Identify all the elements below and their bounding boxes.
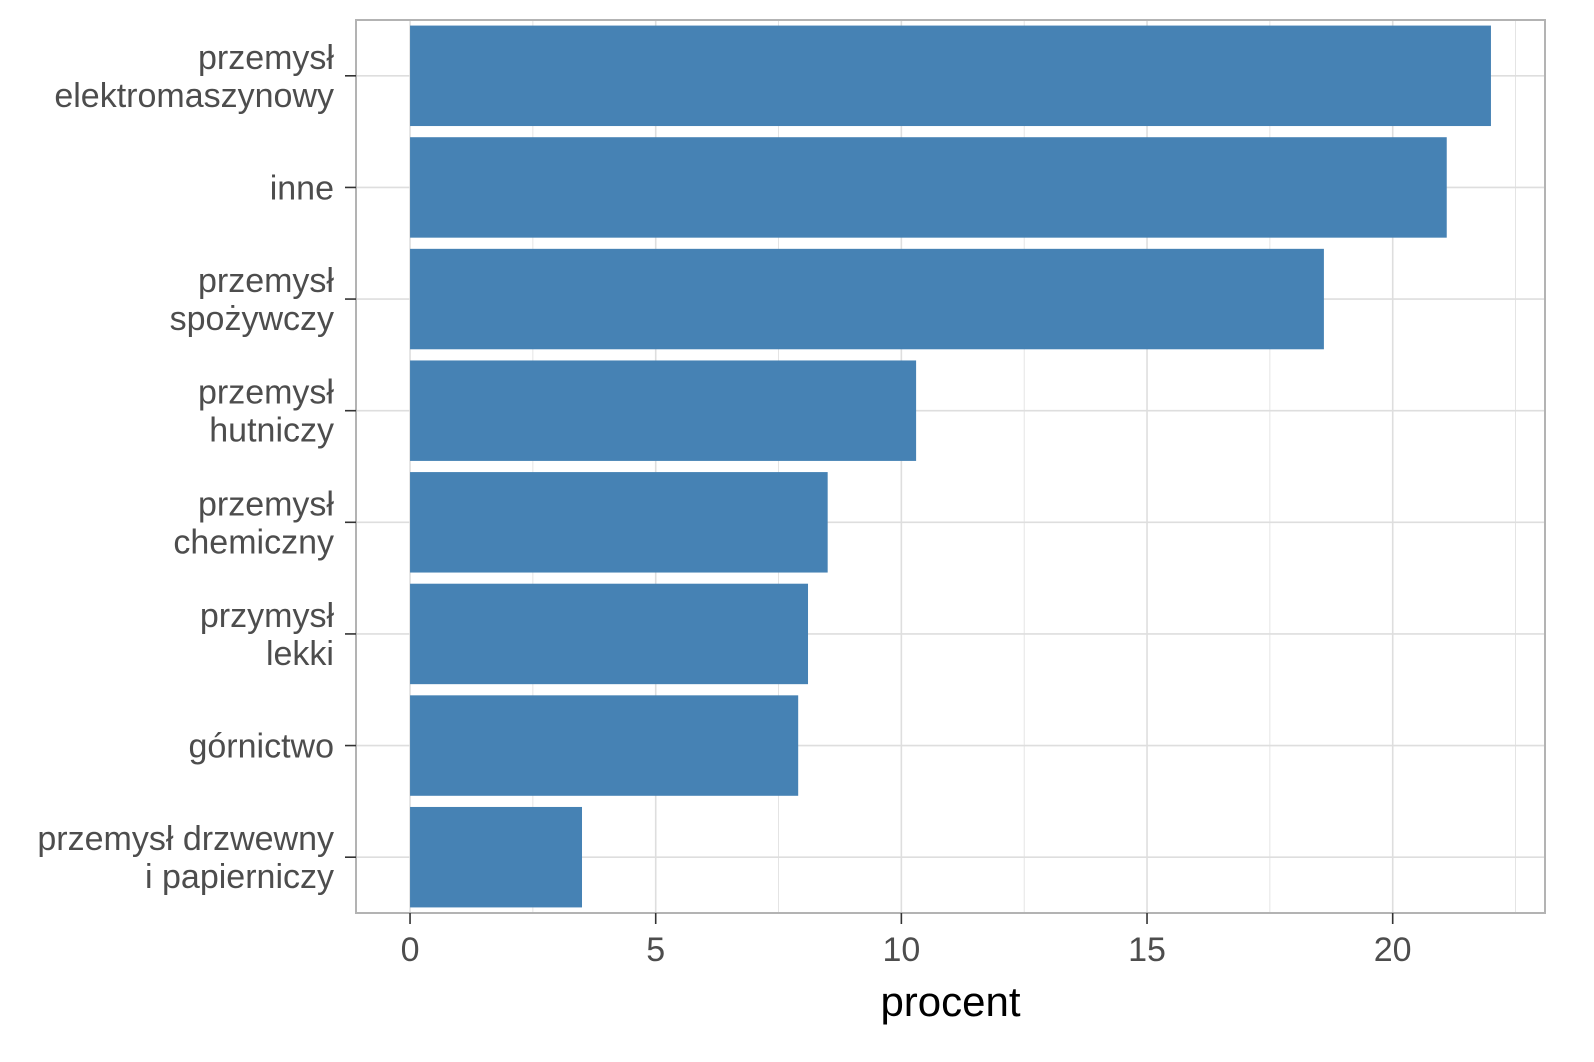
- bars: [410, 25, 1491, 908]
- category-label-line: elektromaszynowy: [54, 77, 334, 115]
- bar: [410, 25, 1491, 127]
- bar: [410, 137, 1447, 238]
- bar: [410, 472, 828, 573]
- category-label: przemysł elektromaszynowy: [54, 39, 334, 115]
- category-label-line: i papierniczy: [145, 858, 334, 896]
- category-label-line: górnictwo: [188, 728, 334, 766]
- category-label-line: przemysł: [198, 485, 334, 523]
- x-tick-label: 5: [646, 931, 665, 969]
- category-label: przemysł hutniczy: [198, 374, 334, 450]
- x-axis-tick-labels: 0 5 10 15 20: [401, 931, 1412, 969]
- x-axis-ticks: [409, 913, 1394, 924]
- panel-border: [355, 19, 1546, 914]
- x-tick-label: 10: [882, 931, 920, 969]
- bar: [410, 695, 799, 796]
- x-tick-label: 20: [1374, 931, 1412, 969]
- category-label-line: przemysł: [198, 39, 334, 77]
- category-label-line: przemysł: [198, 262, 334, 300]
- category-label: przymysł lekki: [200, 597, 335, 673]
- category-label-line: spożywczy: [170, 300, 334, 338]
- x-tick-label: 0: [401, 931, 420, 969]
- category-label-line: przymysł: [200, 597, 335, 635]
- category-label-line: chemiczny: [173, 523, 334, 561]
- category-label-line: przemysł: [198, 374, 334, 412]
- y-axis-ticks: [345, 75, 356, 858]
- category-label: przemysł chemiczny: [173, 485, 334, 561]
- bar: [410, 248, 1324, 350]
- category-label: przemysł spożywczy: [170, 262, 335, 338]
- category-label-line: przemysł drzwewny: [37, 820, 334, 858]
- bar: [410, 583, 809, 685]
- x-axis-title: procent: [880, 978, 1020, 1025]
- category-label-line: inne: [270, 169, 334, 207]
- category-label: inne: [270, 169, 334, 207]
- x-tick-label: 15: [1128, 931, 1166, 969]
- bar: [410, 360, 917, 461]
- category-label-line: hutniczy: [209, 412, 334, 450]
- category-label-line: lekki: [266, 635, 334, 673]
- category-label: przemysł drzwewny i papierniczy: [37, 820, 334, 896]
- bar: [410, 806, 583, 908]
- category-label: górnictwo: [188, 728, 334, 766]
